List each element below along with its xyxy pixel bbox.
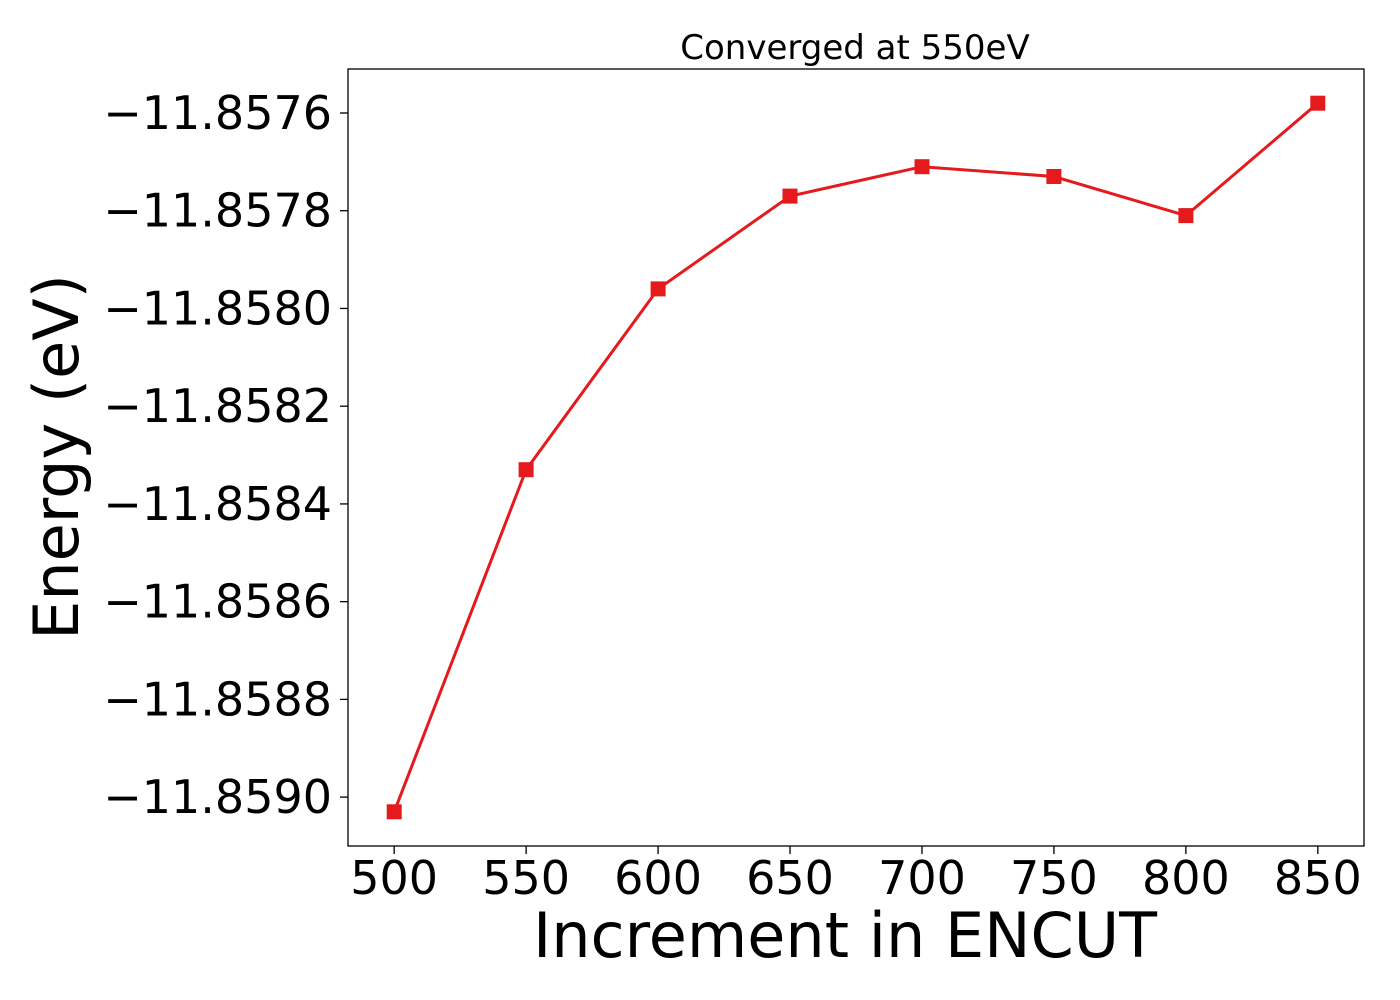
series-line [392, 102, 1319, 813]
y-tick-label: −11.8580 [103, 281, 332, 335]
data-point [386, 804, 402, 820]
y-tick-label: −11.8588 [103, 672, 332, 726]
data-point [1046, 169, 1062, 184]
y-axis-label: Energy (eV) [20, 274, 93, 640]
y-tick-label: −11.8582 [103, 379, 332, 433]
plot-area [386, 95, 1326, 820]
x-tick-label: 850 [1274, 851, 1362, 905]
x-tick-label: 700 [878, 851, 966, 905]
data-point [650, 281, 666, 297]
y-tick-label: −11.8578 [103, 184, 332, 238]
x-tick-label: 550 [482, 851, 570, 905]
data-point [1178, 208, 1194, 224]
x-tick-label: 800 [1142, 851, 1230, 905]
y-tick-label: −11.8584 [103, 477, 332, 531]
x-axis-label: Increment in ENCUT [533, 899, 1158, 972]
y-tick-label: −11.8576 [103, 86, 332, 140]
axes: 500 550 600 650 700 750 800 850 −11.8576 −11.8578… [103, 68, 1365, 905]
x-tick-label: 650 [746, 851, 834, 905]
y-tick-label: −11.8586 [103, 575, 332, 629]
data-point [1310, 95, 1326, 111]
x-tick-label: 750 [1010, 851, 1098, 905]
y-tick-label: −11.8590 [103, 770, 332, 824]
data-point [914, 159, 930, 175]
plot-frame [347, 68, 1365, 847]
x-tick-label: 600 [614, 851, 702, 905]
chart-title: Converged at 550eV [680, 28, 1029, 68]
data-point [782, 188, 798, 204]
data-point [518, 462, 534, 478]
x-tick-label: 500 [350, 851, 438, 905]
